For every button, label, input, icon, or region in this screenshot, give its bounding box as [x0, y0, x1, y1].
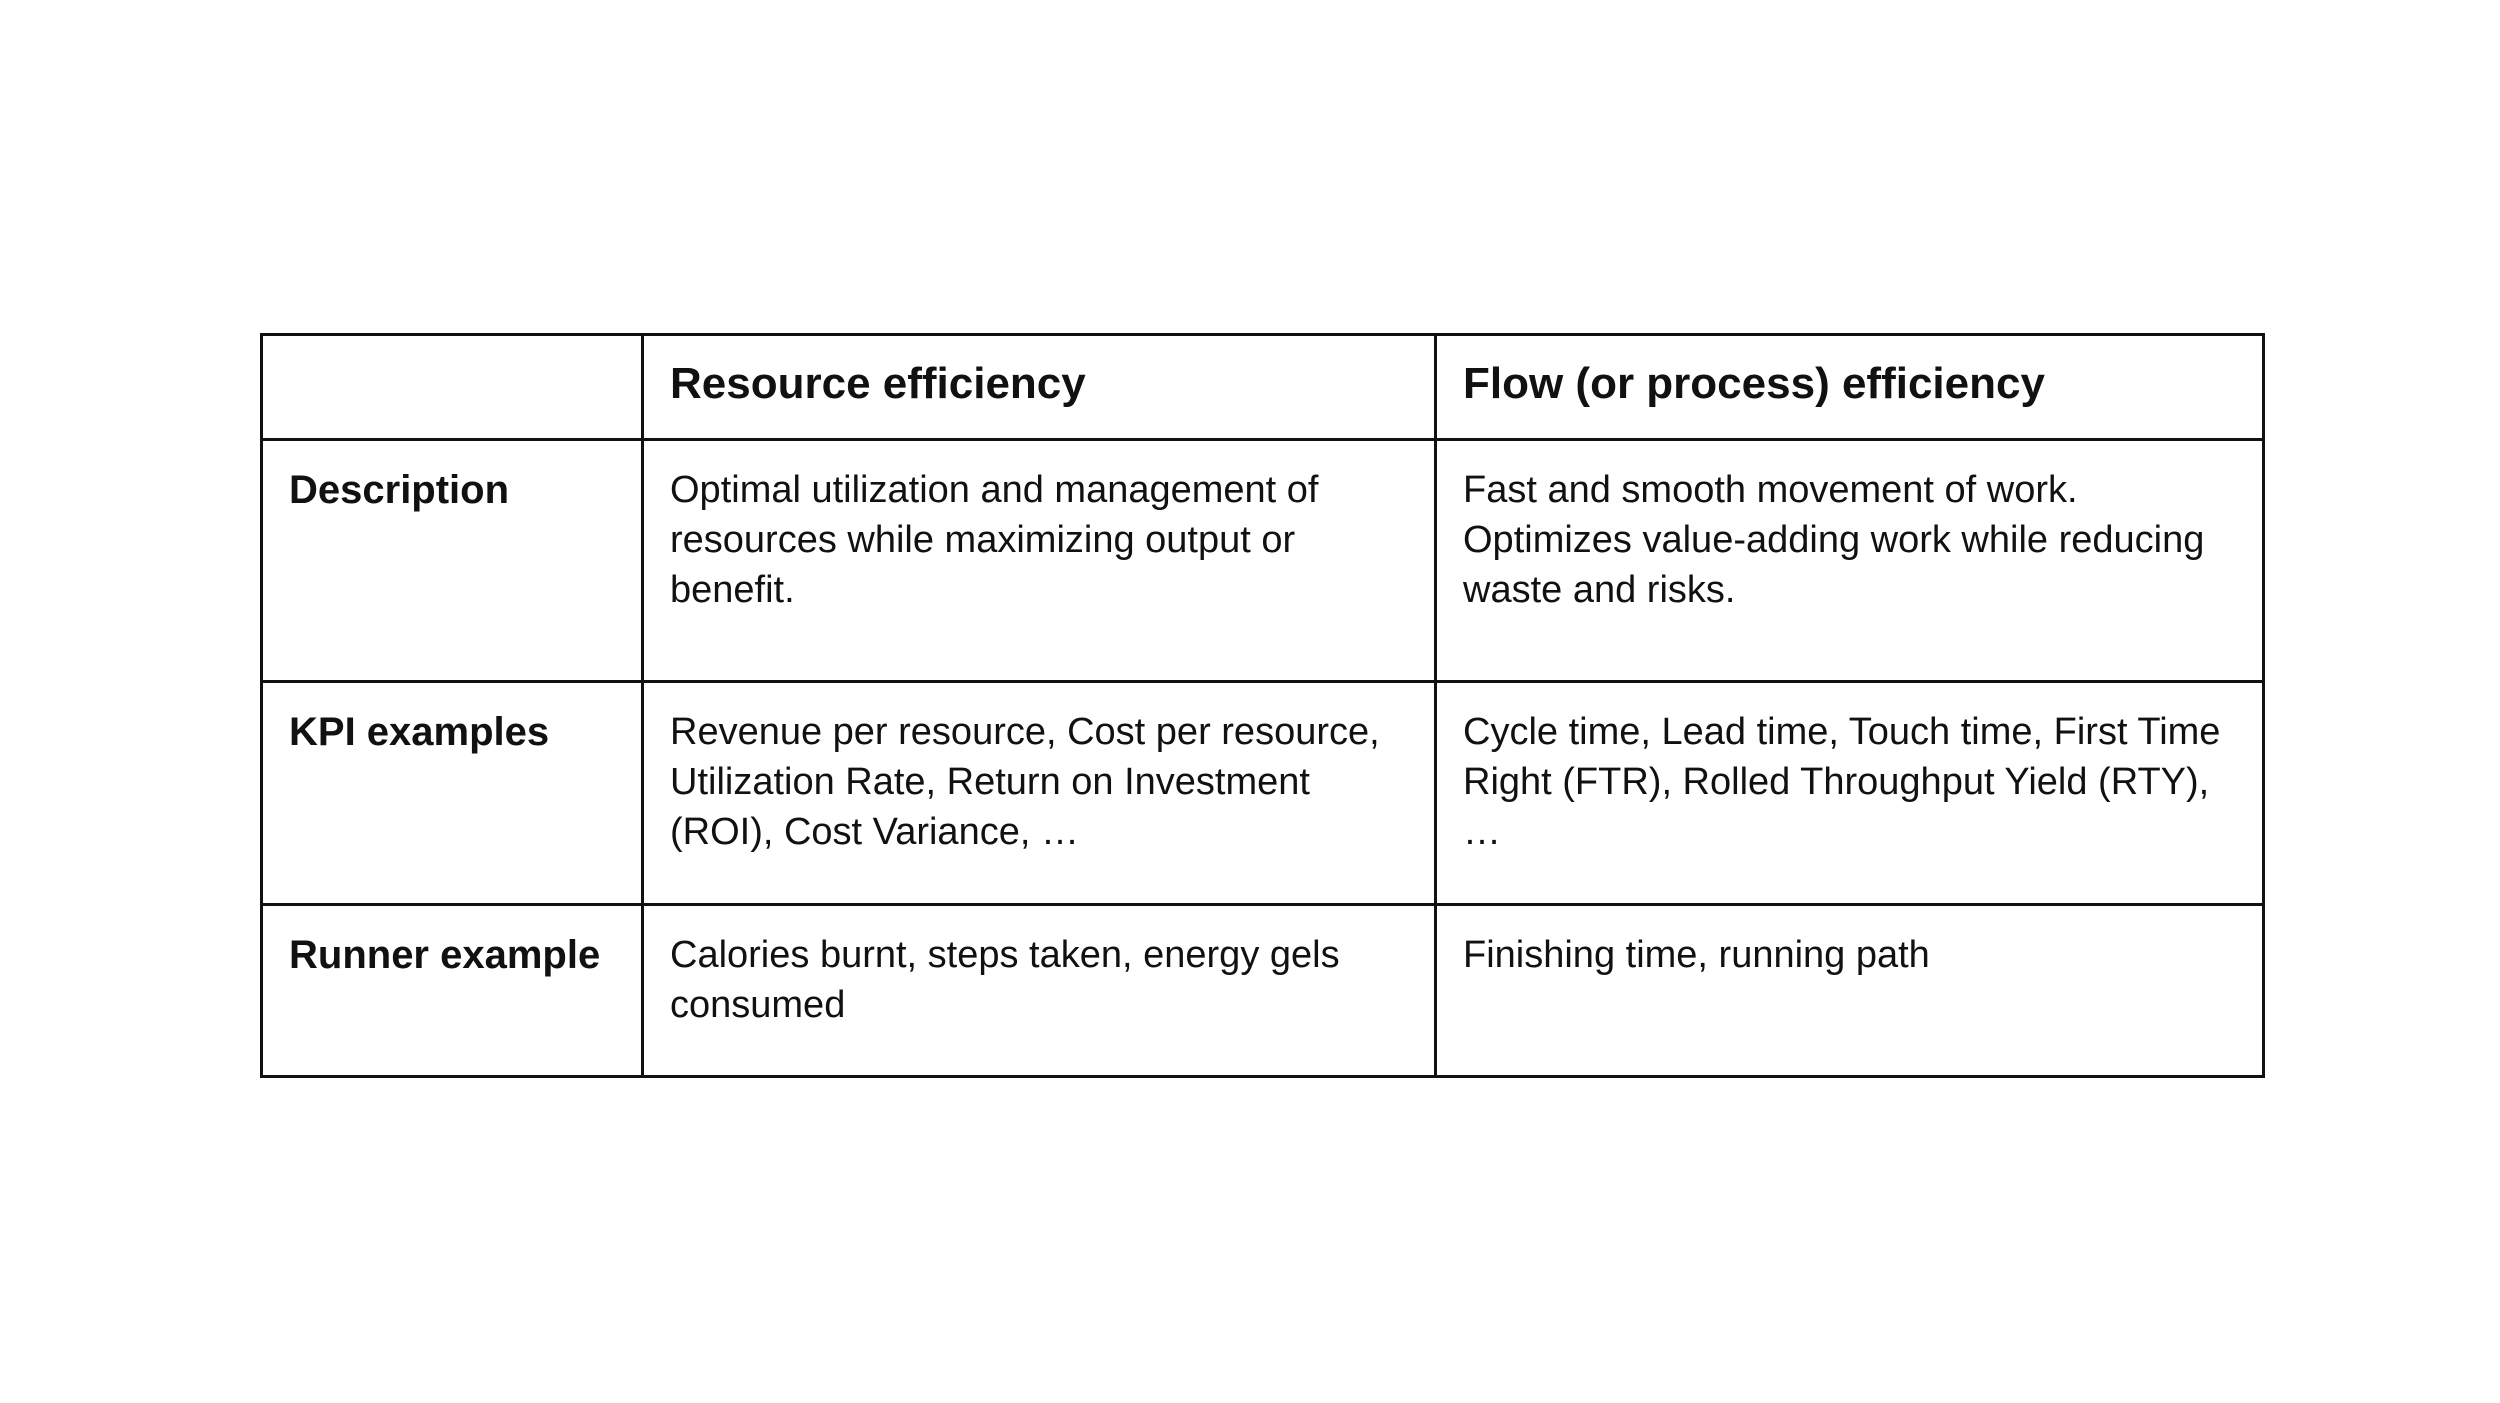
efficiency-comparison-table: Resource efficiency Flow (or process) ef…: [260, 333, 2265, 1078]
table-row-runner-example: Runner example Calories burnt, steps tak…: [260, 903, 2265, 1078]
table-row-description: Description Optimal utilization and mana…: [260, 438, 2265, 683]
column-header-flow-efficiency: Flow (or process) efficiency: [1434, 333, 2265, 441]
table-header-row: Resource efficiency Flow (or process) ef…: [260, 333, 2265, 441]
column-header-resource-efficiency: Resource efficiency: [641, 333, 1437, 441]
cell-runner-resource: Calories burnt, steps taken, energy gels…: [641, 903, 1437, 1078]
cell-description-resource: Optimal utilization and management of re…: [641, 438, 1437, 683]
cell-runner-flow: Finishing time, running path: [1434, 903, 2265, 1078]
row-label-runner-example: Runner example: [260, 903, 644, 1078]
cell-kpi-flow: Cycle time, Lead time, Touch time, First…: [1434, 680, 2265, 906]
cell-kpi-resource: Revenue per resource, Cost per resource,…: [641, 680, 1437, 906]
table-row-kpi-examples: KPI examples Revenue per resource, Cost …: [260, 680, 2265, 906]
cell-description-flow: Fast and smooth movement of work. Optimi…: [1434, 438, 2265, 683]
row-label-kpi-examples: KPI examples: [260, 680, 644, 906]
row-label-description: Description: [260, 438, 644, 683]
corner-cell: [260, 333, 644, 441]
